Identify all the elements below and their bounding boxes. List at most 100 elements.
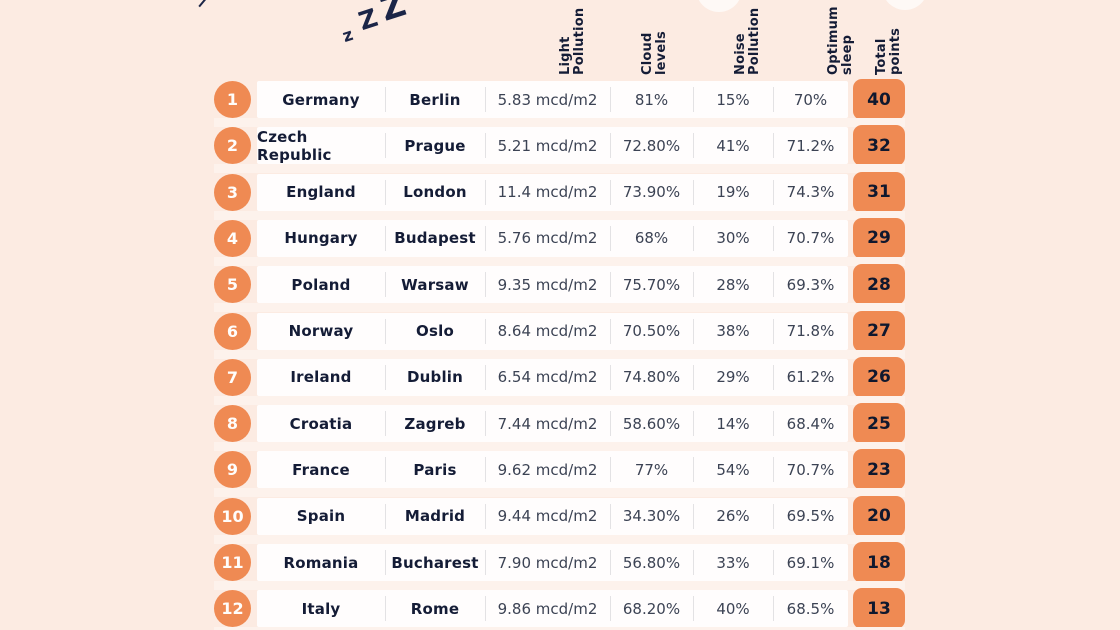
table-row: 1 Germany Berlin 5.83 mcd/m2 81% 15% 70%…: [214, 79, 905, 127]
rank-badge: 9: [214, 451, 251, 489]
total-points-badge: 31: [853, 171, 905, 213]
cloud-levels-cell: 81%: [610, 81, 693, 118]
total-points-badge: 29: [853, 217, 905, 259]
light-pollution-cell: 9.86 mcd/m2: [485, 590, 610, 627]
column-header-light-pollution: Light Pollution: [558, 7, 587, 75]
country-cell: Hungary: [284, 229, 358, 248]
table-row: 8 Croatia Zagreb 7.44 mcd/m2 58.60% 14% …: [214, 403, 905, 452]
noise-pollution-cell: 33%: [693, 544, 773, 581]
rank-badge: 11: [214, 544, 251, 581]
table-row: 10 Spain Madrid 9.44 mcd/m2 34.30% 26% 6…: [214, 495, 905, 544]
cloud-levels-cell: 56.80%: [610, 544, 693, 581]
noise-pollution-cell: 29%: [693, 359, 773, 396]
light-pollution-cell: 9.44 mcd/m2: [485, 498, 610, 535]
total-points-badge: 23: [853, 449, 905, 491]
country-cell: Ireland: [290, 368, 352, 387]
row-bar: Croatia Zagreb 7.44 mcd/m2 58.60% 14% 68…: [257, 405, 848, 443]
city-cell: Oslo: [385, 313, 485, 350]
cloud-levels-cell: 58.60%: [610, 405, 693, 442]
light-pollution-cell: 9.35 mcd/m2: [485, 266, 610, 303]
light-pollution-cell: 8.64 mcd/m2: [485, 313, 610, 350]
country-cell: Croatia: [289, 414, 353, 433]
cloud-levels-cell: 75.70%: [610, 266, 693, 303]
country-cell: Spain: [296, 507, 346, 526]
noise-pollution-cell: 41%: [693, 127, 773, 164]
table-row: 7 Ireland Dublin 6.54 mcd/m2 74.80% 29% …: [214, 356, 905, 405]
rank-badge: 1: [214, 81, 251, 118]
light-pollution-cell: 7.44 mcd/m2: [485, 405, 610, 442]
row-bar: France Paris 9.62 mcd/m2 77% 54% 70.7%: [257, 451, 848, 489]
city-cell: Prague: [385, 127, 485, 164]
rank-badge: 10: [214, 497, 251, 535]
rank-badge: 4: [214, 219, 251, 257]
country-cell: Romania: [283, 553, 359, 572]
total-points-badge: 18: [853, 542, 905, 583]
city-cell: Bucharest: [385, 544, 485, 581]
optimum-sleep-cell: 69.3%: [773, 266, 848, 303]
city-cell: Paris: [385, 451, 485, 488]
total-points-badge: 20: [853, 495, 905, 537]
cloud-levels-cell: 70.50%: [610, 313, 693, 350]
country-cell: Germany: [282, 90, 360, 109]
rank-badge: 3: [214, 173, 251, 211]
city-cell: Rome: [385, 590, 485, 627]
light-pollution-cell: 6.54 mcd/m2: [485, 359, 610, 396]
row-bar: Spain Madrid 9.44 mcd/m2 34.30% 26% 69.5…: [257, 497, 848, 535]
noise-pollution-cell: 38%: [693, 313, 773, 350]
optimum-sleep-cell: 61.2%: [773, 359, 848, 396]
light-pollution-cell: 5.76 mcd/m2: [485, 220, 610, 257]
optimum-sleep-cell: 68.4%: [773, 405, 848, 442]
table-row: 4 Hungary Budapest 5.76 mcd/m2 68% 30% 7…: [214, 217, 905, 266]
total-points-badge: 27: [853, 310, 905, 352]
optimum-sleep-cell: 71.8%: [773, 313, 848, 350]
optimum-sleep-cell: 70.7%: [773, 451, 848, 488]
table-row: 2 Czech Republic Prague 5.21 mcd/m2 72.8…: [214, 125, 905, 174]
table-row: 11 Romania Bucharest 7.90 mcd/m2 56.80% …: [214, 542, 905, 590]
cloud-levels-cell: 34.30%: [610, 498, 693, 535]
optimum-sleep-cell: 74.3%: [773, 174, 848, 211]
city-cell: Madrid: [385, 498, 485, 535]
rank-badge: 6: [214, 312, 251, 350]
table-row: 6 Norway Oslo 8.64 mcd/m2 70.50% 38% 71.…: [214, 310, 905, 359]
rank-badge: 2: [214, 127, 251, 165]
row-bar: Germany Berlin 5.83 mcd/m2 81% 15% 70%: [257, 81, 848, 118]
cloud-glow-decoration: [882, 0, 928, 10]
total-points-badge: 26: [853, 356, 905, 398]
light-pollution-cell: 11.4 mcd/m2: [485, 174, 610, 211]
city-cell: Budapest: [385, 220, 485, 257]
rank-badge: 7: [214, 358, 251, 396]
city-cell: London: [385, 174, 485, 211]
cloud-levels-cell: 68.20%: [610, 590, 693, 627]
noise-pollution-cell: 30%: [693, 220, 773, 257]
row-bar: Poland Warsaw 9.35 mcd/m2 75.70% 28% 69.…: [257, 266, 848, 304]
noise-pollution-cell: 40%: [693, 590, 773, 627]
cloud-levels-cell: 73.90%: [610, 174, 693, 211]
column-header-noise-pollution: Noise Pollution: [733, 7, 762, 75]
row-bar: Ireland Dublin 6.54 mcd/m2 74.80% 29% 61…: [257, 358, 848, 396]
column-header-cloud-levels: Cloud levels: [640, 31, 669, 75]
optimum-sleep-cell: 68.5%: [773, 590, 848, 627]
row-bar: Italy Rome 9.86 mcd/m2 68.20% 40% 68.5%: [257, 590, 848, 628]
total-points-badge: 40: [853, 79, 905, 120]
sleep-z-icon: Z: [354, 2, 382, 37]
city-cell: Warsaw: [385, 266, 485, 303]
optimum-sleep-cell: 69.1%: [773, 544, 848, 581]
light-pollution-cell: 7.90 mcd/m2: [485, 544, 610, 581]
cloud-levels-cell: 77%: [610, 451, 693, 488]
country-cell: England: [286, 183, 356, 202]
total-points-badge: 25: [853, 403, 905, 445]
table-row: 5 Poland Warsaw 9.35 mcd/m2 75.70% 28% 6…: [214, 264, 905, 313]
rank-badge: 5: [214, 266, 251, 304]
country-cell: Czech Republic: [257, 127, 332, 164]
optimum-sleep-cell: 69.5%: [773, 498, 848, 535]
cloud-levels-cell: 72.80%: [610, 127, 693, 164]
row-bar: Hungary Budapest 5.76 mcd/m2 68% 30% 70.…: [257, 219, 848, 257]
sleep-z-icon: z: [340, 24, 356, 48]
cropped-illustration-fragment: [198, 0, 208, 8]
column-header-total-points: Total points: [874, 27, 903, 75]
noise-pollution-cell: 14%: [693, 405, 773, 442]
row-bar: England London 11.4 mcd/m2 73.90% 19% 74…: [257, 173, 848, 211]
country-cell: Norway: [288, 322, 354, 340]
rank-badge: 8: [214, 405, 251, 443]
country-cell: Italy: [301, 599, 341, 618]
